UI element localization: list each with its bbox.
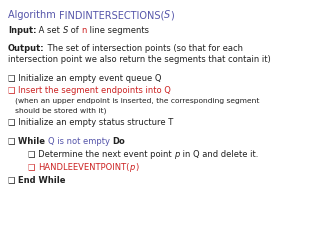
Text: Do: Do [113,137,125,146]
Text: ): ) [171,10,174,20]
Text: ❑ Initialize an empty status structure T: ❑ Initialize an empty status structure T [8,118,173,127]
Text: p: p [130,163,135,172]
Text: ❑: ❑ [28,163,38,172]
Text: Q is not empty: Q is not empty [48,137,113,146]
Text: of: of [68,26,82,35]
Text: S: S [63,26,68,35]
Text: The set of intersection points (so that for each: The set of intersection points (so that … [44,44,243,53]
Text: Algorithm: Algorithm [8,10,59,20]
Text: ❑ Initialize an empty event queue Q: ❑ Initialize an empty event queue Q [8,74,162,83]
Text: A set: A set [36,26,63,35]
Text: (when an upper endpoint is inserted, the corresponding segment: (when an upper endpoint is inserted, the… [8,97,260,103]
Text: intersection point we also return the segments that contain it): intersection point we also return the se… [8,55,271,64]
Text: in Q and delete it.: in Q and delete it. [180,150,258,159]
Text: HANDLEEVENTPOINT(: HANDLEEVENTPOINT( [38,163,130,172]
Text: Input:: Input: [8,26,36,35]
Text: Output:: Output: [8,44,44,53]
Text: line segments: line segments [87,26,149,35]
Text: ❑ Determine the next event point: ❑ Determine the next event point [28,150,174,159]
Text: ❑: ❑ [8,137,18,146]
Text: End While: End While [18,176,66,185]
Text: Insert the segment endpoints into Q: Insert the segment endpoints into Q [18,86,171,95]
Text: FINDINTERSECTIONS(: FINDINTERSECTIONS( [59,10,164,20]
Text: While: While [18,137,48,146]
Text: S: S [164,10,171,20]
Text: ❑: ❑ [8,176,18,185]
Text: n: n [82,26,87,35]
Text: should be stored with it): should be stored with it) [8,107,107,114]
Text: p: p [174,150,180,159]
Text: ): ) [135,163,138,172]
Text: ❑: ❑ [8,86,18,95]
